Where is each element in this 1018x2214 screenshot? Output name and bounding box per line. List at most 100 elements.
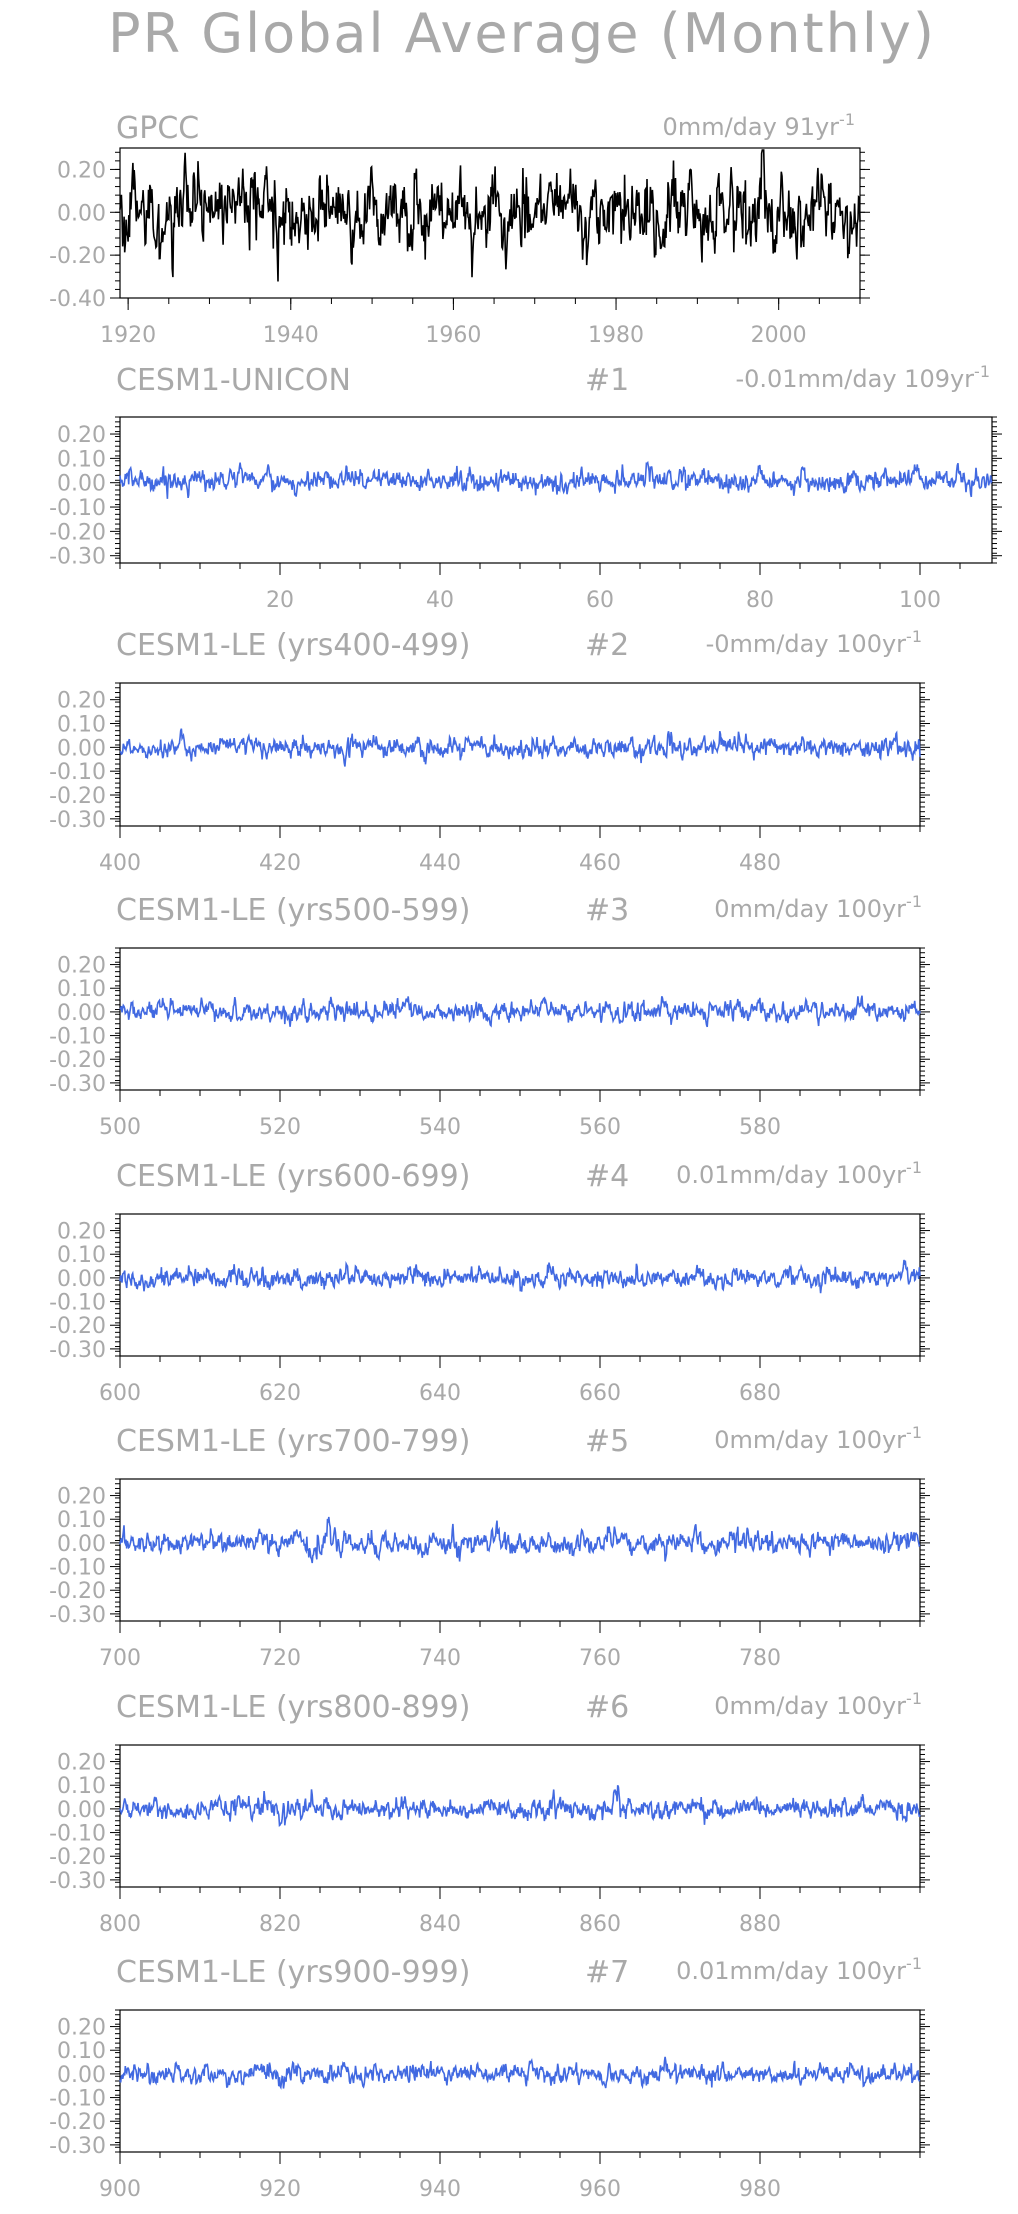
- x-tick-label: 560: [579, 1115, 621, 1140]
- y-tick-label: 0.00: [57, 1267, 106, 1292]
- x-tick-label: 580: [739, 1115, 781, 1140]
- y-tick-label: -0.40: [49, 287, 106, 312]
- y-tick-label: 0.10: [57, 447, 106, 472]
- y-tick-labels: 0.200.100.00-0.10-0.20-0.30: [49, 954, 106, 1097]
- y-tick-label: 0.10: [57, 1243, 106, 1268]
- x-tick-label: 960: [579, 2177, 621, 2202]
- panel-title: GPCC: [116, 111, 199, 146]
- x-tick-label: 680: [739, 1381, 781, 1406]
- y-tick-label: -0.10: [49, 1822, 106, 1847]
- x-tick-label: 60: [586, 588, 614, 613]
- y-tick-label: 0.20: [57, 1485, 106, 1510]
- series-line: [119, 1516, 921, 1564]
- x-tick-label: 740: [419, 1646, 461, 1671]
- y-tick-label: -0.30: [49, 808, 106, 833]
- x-tick-labels: 700 720 740 760 780: [99, 1646, 781, 1671]
- y-tick-labels: 0.200.100.00-0.10-0.20-0.30: [49, 2016, 106, 2159]
- x-tick-label: 80: [746, 588, 774, 613]
- y-tick-label: 0.10: [57, 1508, 106, 1533]
- ensemble-label: #2: [585, 628, 629, 663]
- x-tick-label: 20: [266, 588, 294, 613]
- y-tick-label: 0.00: [57, 1798, 106, 1823]
- ensemble-label: #6: [585, 1690, 629, 1725]
- y-tick-label: 0.00: [57, 201, 106, 226]
- panel-title: CESM1-LE (yrs700-799): [116, 1424, 470, 1459]
- y-tick-labels: 0.200.100.00-0.10-0.20-0.30: [49, 423, 106, 570]
- x-tick-labels: 20 40 60 80 100: [266, 588, 941, 613]
- panel-title: CESM1-LE (yrs900-999): [116, 1955, 470, 1990]
- series-line: [119, 2056, 921, 2090]
- x-tick-labels: 600 620 640 660 680: [99, 1381, 781, 1406]
- panel-title: CESM1-LE (yrs800-899): [116, 1690, 470, 1725]
- ensemble-label: #1: [585, 363, 629, 398]
- x-tick-labels: 1920 1940 1960 1980 2000: [100, 323, 807, 348]
- x-tick-label: 1940: [263, 323, 319, 348]
- y-tick-label: -0.10: [49, 1025, 106, 1050]
- y-tick-label: -0.30: [49, 1603, 106, 1628]
- x-tick-label: 940: [419, 2177, 461, 2202]
- panel-5: CESM1-LE (yrs600-699) #4 0.01mm/day 100yr-…: [49, 1158, 930, 1406]
- x-tick-label: 100: [899, 588, 941, 613]
- trend-label: 0.01mm/day 100yr-1: [676, 1158, 922, 1189]
- y-tick-label: -0.20: [49, 1314, 106, 1339]
- y-tick-labels: 0.200.100.00-0.10-0.20-0.30: [49, 1220, 106, 1363]
- panel-6: CESM1-LE (yrs700-799) #5 0mm/day 100yr-1 0.…: [49, 1423, 930, 1671]
- x-tick-label: 820: [259, 1912, 301, 1937]
- y-tick-label: 0.00: [57, 1532, 106, 1557]
- y-tick-label: 0.20: [57, 954, 106, 979]
- x-tick-label: 880: [739, 1912, 781, 1937]
- panel-4: CESM1-LE (yrs500-599) #3 0mm/day 100yr-1 0.…: [49, 892, 930, 1140]
- panel-7: CESM1-LE (yrs800-899) #6 0mm/day 100yr-1 0.…: [49, 1689, 930, 1937]
- y-tick-label: -0.20: [49, 244, 106, 269]
- x-tick-label: 780: [739, 1646, 781, 1671]
- figure-title: PR Global Average (Monthly): [108, 2, 936, 65]
- y-tick-label: 0.10: [57, 977, 106, 1002]
- x-tick-label: 660: [579, 1381, 621, 1406]
- x-tick-label: 700: [99, 1646, 141, 1671]
- x-tick-label: 760: [579, 1646, 621, 1671]
- y-tick-label: -0.30: [49, 1869, 106, 1894]
- y-tick-label: 0.10: [57, 713, 106, 738]
- y-tick-label: 0.20: [57, 2016, 106, 2041]
- y-tick-labels: 0.200.100.00-0.10-0.20-0.30: [49, 1751, 106, 1894]
- trend-label: -0mm/day 100yr-1: [706, 627, 922, 658]
- trend-label: 0mm/day 91yr-1: [663, 110, 855, 141]
- y-tick-label: 0.20: [57, 689, 106, 714]
- panel-2: CESM1-UNICON #1 -0.01mm/day 109yr-1 0.200.1…: [49, 362, 1002, 613]
- y-tick-label: 0.00: [57, 472, 106, 497]
- panel-title: CESM1-LE (yrs400-499): [116, 628, 470, 663]
- series-line: [119, 460, 993, 499]
- x-tick-labels: 400 420 440 460 480: [99, 851, 781, 876]
- y-tick-label: 0.00: [57, 736, 106, 761]
- y-tick-label: -0.30: [49, 1338, 106, 1363]
- trend-label: 0.01mm/day 100yr-1: [676, 1954, 922, 1985]
- y-tick-label: 0.20: [57, 423, 106, 448]
- x-tick-labels: 500 520 540 560 580: [99, 1115, 781, 1140]
- y-tick-label: -0.10: [49, 1556, 106, 1581]
- y-tick-label: -0.10: [49, 760, 106, 785]
- panel-title: CESM1-LE (yrs600-699): [116, 1159, 470, 1194]
- plot-frame: [119, 682, 921, 827]
- y-tick-label: -0.20: [49, 520, 106, 545]
- y-tick-label: -0.30: [49, 2134, 106, 2159]
- x-tick-label: 520: [259, 1115, 301, 1140]
- ensemble-label: #5: [585, 1424, 629, 1459]
- x-tick-label: 460: [579, 851, 621, 876]
- x-tick-label: 800: [99, 1912, 141, 1937]
- x-tick-label: 640: [419, 1381, 461, 1406]
- x-tick-label: 500: [99, 1115, 141, 1140]
- trend-label: 0mm/day 100yr-1: [714, 1689, 922, 1720]
- x-tick-label: 2000: [751, 323, 807, 348]
- panel-title: CESM1-UNICON: [116, 363, 351, 398]
- x-tick-label: 1980: [588, 323, 644, 348]
- y-tick-label: 0.00: [57, 2063, 106, 2088]
- y-tick-label: -0.20: [49, 1048, 106, 1073]
- x-tick-label: 400: [99, 851, 141, 876]
- panel-1: GPCC 0mm/day 91yr-1 0.20 0.00 -0.20 -0.40 1920…: [49, 110, 870, 348]
- ensemble-label: #7: [585, 1955, 629, 1990]
- y-tick-label: -0.30: [49, 1072, 106, 1097]
- x-tick-label: 600: [99, 1381, 141, 1406]
- x-tick-label: 1960: [425, 323, 481, 348]
- y-tick-label: 0.20: [57, 1220, 106, 1245]
